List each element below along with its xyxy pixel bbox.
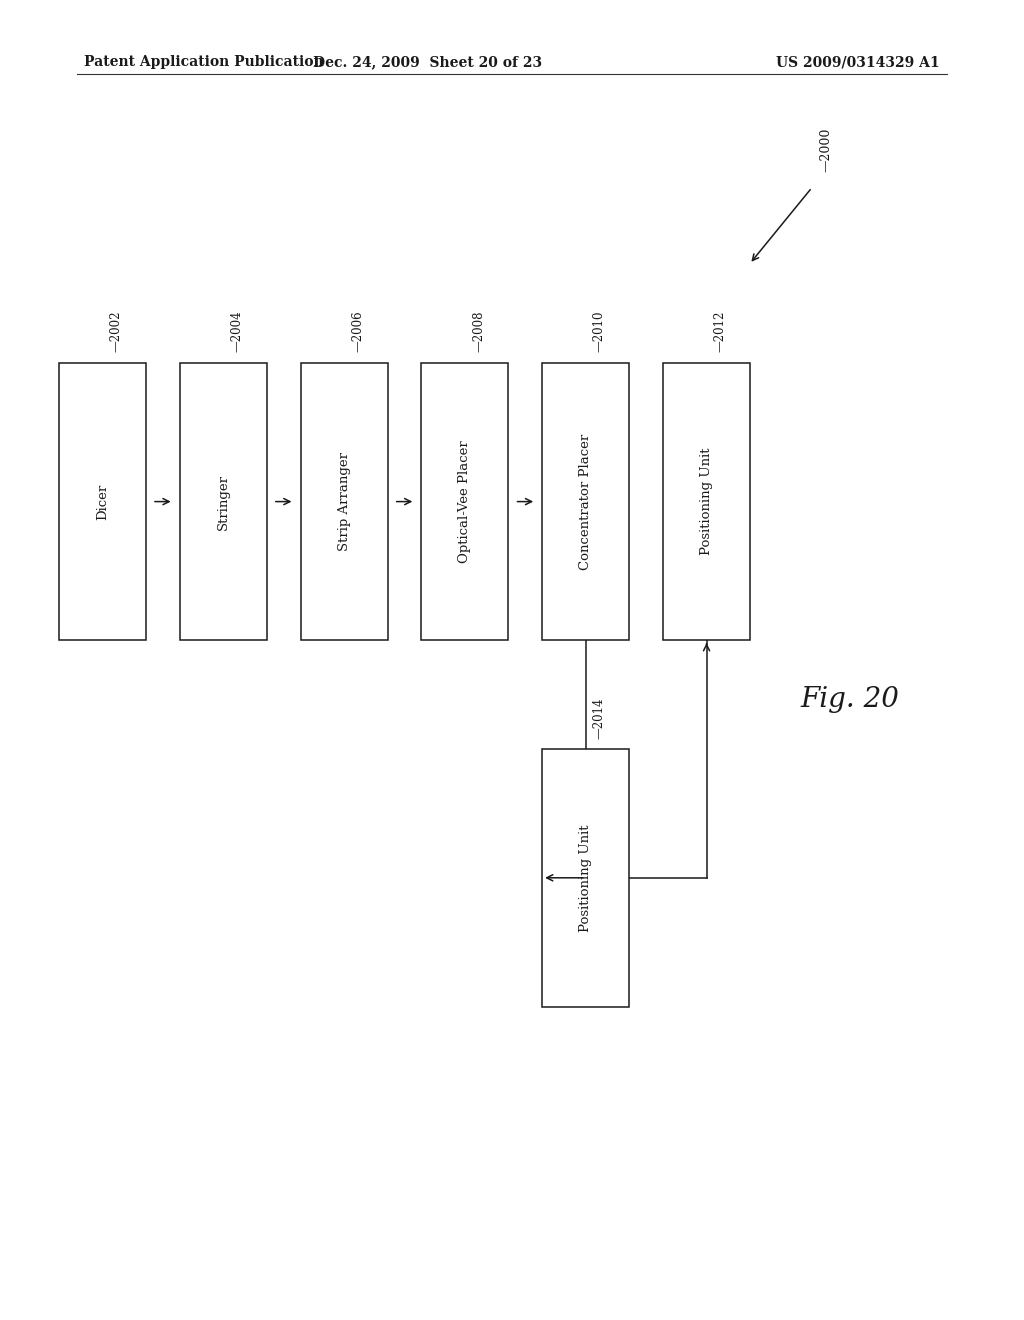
Bar: [543, 750, 629, 1006]
Bar: [180, 363, 266, 640]
Text: Fig. 20: Fig. 20: [801, 686, 899, 713]
Text: —2002: —2002: [110, 312, 123, 352]
Text: Positioning Unit: Positioning Unit: [580, 824, 592, 932]
Text: Optical-Vee Placer: Optical-Vee Placer: [459, 441, 471, 562]
Bar: [59, 363, 146, 640]
Text: —2010: —2010: [593, 312, 606, 352]
Text: —2008: —2008: [472, 312, 485, 352]
Text: Dicer: Dicer: [96, 483, 109, 520]
Text: —2006: —2006: [351, 310, 365, 352]
Bar: [543, 363, 629, 640]
Bar: [422, 363, 509, 640]
Text: Patent Application Publication: Patent Application Publication: [84, 55, 324, 70]
Text: —2014: —2014: [593, 697, 606, 739]
Bar: [301, 363, 388, 640]
Text: Stringer: Stringer: [217, 474, 229, 529]
Text: Positioning Unit: Positioning Unit: [700, 447, 713, 556]
Text: —2004: —2004: [230, 310, 244, 352]
Text: —2000: —2000: [819, 127, 833, 172]
Text: US 2009/0314329 A1: US 2009/0314329 A1: [776, 55, 940, 70]
Text: Concentrator Placer: Concentrator Placer: [580, 433, 592, 570]
Bar: [664, 363, 750, 640]
Text: Dec. 24, 2009  Sheet 20 of 23: Dec. 24, 2009 Sheet 20 of 23: [313, 55, 543, 70]
Text: Strip Arranger: Strip Arranger: [338, 451, 350, 552]
Text: —2012: —2012: [714, 312, 727, 352]
